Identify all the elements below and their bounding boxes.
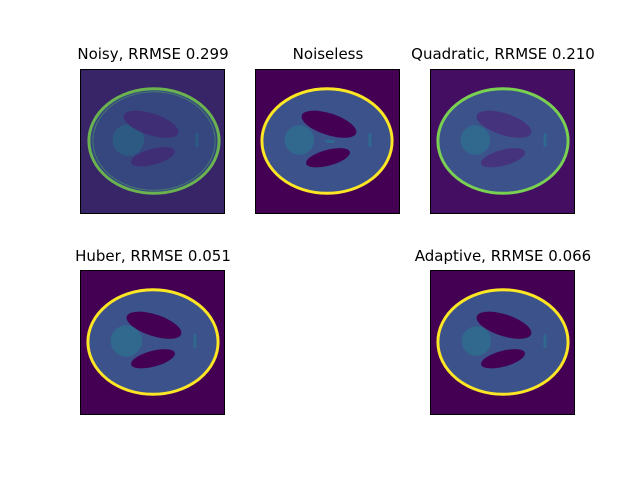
phantom-image-noisy <box>80 69 225 214</box>
panel-title-quadratic: Quadratic, RRMSE 0.210 <box>411 45 595 63</box>
panel-title-huber: Huber, RRMSE 0.051 <box>75 247 231 265</box>
phantom-image-adaptive <box>430 270 575 415</box>
panel-title-adaptive: Adaptive, RRMSE 0.066 <box>414 247 592 265</box>
phantom-image-quadratic <box>430 69 575 214</box>
panel-title-noisy: Noisy, RRMSE 0.299 <box>77 45 229 63</box>
phantom-image-noiseless <box>255 69 400 214</box>
panel-title-noiseless: Noiseless <box>292 45 364 63</box>
phantom-image-huber <box>80 270 225 415</box>
